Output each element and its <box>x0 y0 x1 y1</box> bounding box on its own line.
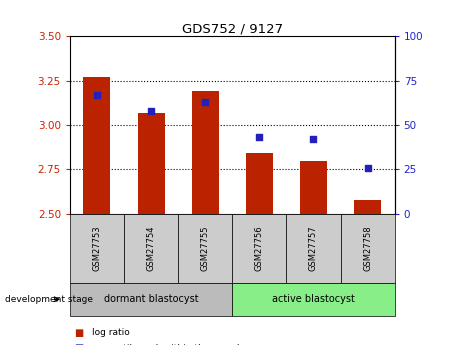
Text: GSM27754: GSM27754 <box>147 226 156 271</box>
Point <box>364 165 371 170</box>
Title: GDS752 / 9127: GDS752 / 9127 <box>182 22 283 35</box>
Point <box>202 99 209 105</box>
Text: dormant blastocyst: dormant blastocyst <box>104 294 198 304</box>
Point <box>310 137 317 142</box>
Bar <box>354 200 381 214</box>
Bar <box>246 154 273 214</box>
Point <box>256 135 263 140</box>
Text: GSM27753: GSM27753 <box>92 226 101 271</box>
Bar <box>138 112 165 214</box>
Bar <box>192 91 219 214</box>
Point <box>93 92 101 98</box>
Text: GSM27756: GSM27756 <box>255 226 264 271</box>
Text: GSM27755: GSM27755 <box>201 226 210 271</box>
Text: log ratio: log ratio <box>92 328 130 337</box>
Text: GSM27758: GSM27758 <box>363 226 372 271</box>
Text: percentile rank within the sample: percentile rank within the sample <box>92 344 246 345</box>
Text: active blastocyst: active blastocyst <box>272 294 355 304</box>
Text: ■: ■ <box>74 344 84 345</box>
Bar <box>300 161 327 214</box>
Text: ■: ■ <box>74 328 84 338</box>
Bar <box>83 77 110 214</box>
Text: development stage: development stage <box>5 295 92 304</box>
Text: GSM27757: GSM27757 <box>309 226 318 271</box>
Point <box>147 108 155 114</box>
